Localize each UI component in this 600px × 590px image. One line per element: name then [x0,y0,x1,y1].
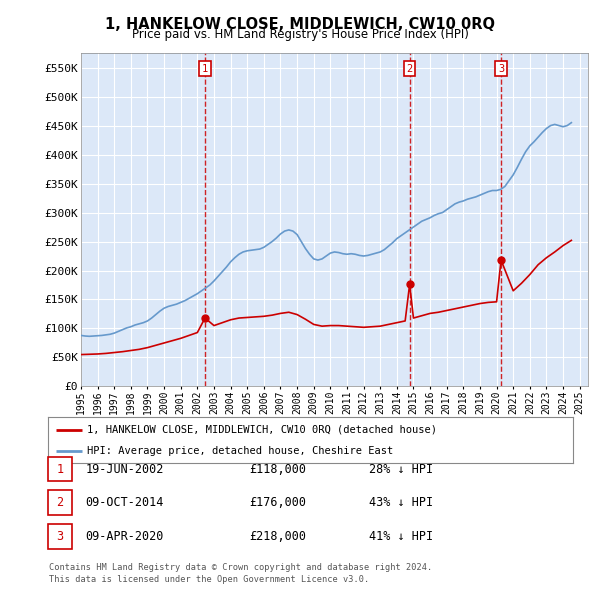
Text: This data is licensed under the Open Government Licence v3.0.: This data is licensed under the Open Gov… [49,575,370,584]
Text: 2: 2 [407,64,413,74]
Text: Price paid vs. HM Land Registry's House Price Index (HPI): Price paid vs. HM Land Registry's House … [131,28,469,41]
Text: £176,000: £176,000 [249,496,306,509]
Text: 1: 1 [202,64,208,74]
Text: 1, HANKELOW CLOSE, MIDDLEWICH, CW10 0RQ (detached house): 1, HANKELOW CLOSE, MIDDLEWICH, CW10 0RQ … [88,425,437,435]
Text: 3: 3 [56,530,64,543]
Text: 1, HANKELOW CLOSE, MIDDLEWICH, CW10 0RQ: 1, HANKELOW CLOSE, MIDDLEWICH, CW10 0RQ [105,17,495,31]
Text: £218,000: £218,000 [249,530,306,543]
Text: 43% ↓ HPI: 43% ↓ HPI [369,496,433,509]
Text: 09-OCT-2014: 09-OCT-2014 [85,496,164,509]
Text: Contains HM Land Registry data © Crown copyright and database right 2024.: Contains HM Land Registry data © Crown c… [49,563,433,572]
Text: 2: 2 [56,496,64,509]
Text: 1: 1 [56,463,64,476]
Text: 41% ↓ HPI: 41% ↓ HPI [369,530,433,543]
Text: 19-JUN-2002: 19-JUN-2002 [85,463,164,476]
Text: 09-APR-2020: 09-APR-2020 [85,530,164,543]
Text: £118,000: £118,000 [249,463,306,476]
Text: 3: 3 [498,64,504,74]
Text: 28% ↓ HPI: 28% ↓ HPI [369,463,433,476]
Text: HPI: Average price, detached house, Cheshire East: HPI: Average price, detached house, Ches… [88,445,394,455]
